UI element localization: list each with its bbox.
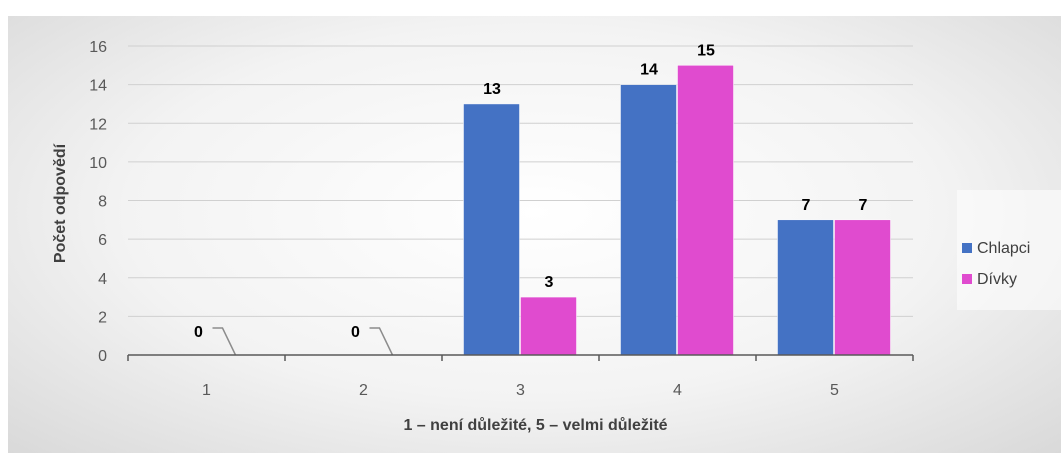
legend-swatch-chlapci: [962, 243, 972, 253]
data-label: 7: [859, 197, 868, 214]
x-axis-tick-marks: [127, 355, 914, 361]
x-axis-title: 1 – není důležité, 5 – velmi důležité: [403, 417, 667, 434]
legend-background: [957, 190, 1061, 310]
legend: Chlapci Dívky: [957, 190, 1061, 310]
y-tick-label: 8: [98, 194, 107, 211]
y-tick-label: 0: [98, 348, 107, 365]
x-tick-label: 2: [359, 382, 368, 399]
bar-dívky-5: [834, 219, 891, 356]
data-labels: 0 0 13 3 14 15 7 7: [194, 42, 868, 356]
legend-label-divky: Dívky: [977, 271, 1017, 288]
data-label: 3: [545, 274, 554, 291]
data-label: 13: [483, 81, 501, 98]
bar-chlapci-3: [463, 103, 520, 356]
x-tick-label: 1: [202, 382, 211, 399]
y-tick-label: 10: [89, 155, 107, 172]
y-axis-title: Počet odpovědí: [52, 143, 69, 263]
legend-swatch-divky: [962, 274, 972, 284]
legend-label-chlapci: Chlapci: [977, 240, 1030, 257]
y-tick-label: 6: [98, 232, 107, 249]
bar-chlapci-5: [777, 219, 834, 356]
x-tick-label: 5: [830, 382, 839, 399]
data-label: 7: [802, 197, 811, 214]
y-tick-label: 2: [98, 309, 107, 326]
bar-dívky-4: [677, 65, 734, 356]
y-tick-label: 14: [89, 78, 107, 95]
y-tick-label: 16: [89, 39, 107, 56]
data-label: 14: [640, 62, 658, 79]
data-label-leader-line: [212, 327, 237, 356]
y-tick-label: 4: [98, 271, 107, 288]
bars: [463, 65, 891, 356]
bar-dívky-3: [520, 296, 577, 356]
data-label: 0: [194, 324, 203, 341]
y-tick-label: 12: [89, 116, 107, 133]
gridlines: [128, 45, 913, 317]
data-label-leader-line: [369, 327, 394, 356]
bar-chlapci-4: [620, 84, 677, 356]
x-tick-label: 4: [673, 382, 682, 399]
x-tick-label: 3: [516, 382, 525, 399]
data-label: 0: [351, 324, 360, 341]
data-label: 15: [697, 42, 715, 59]
